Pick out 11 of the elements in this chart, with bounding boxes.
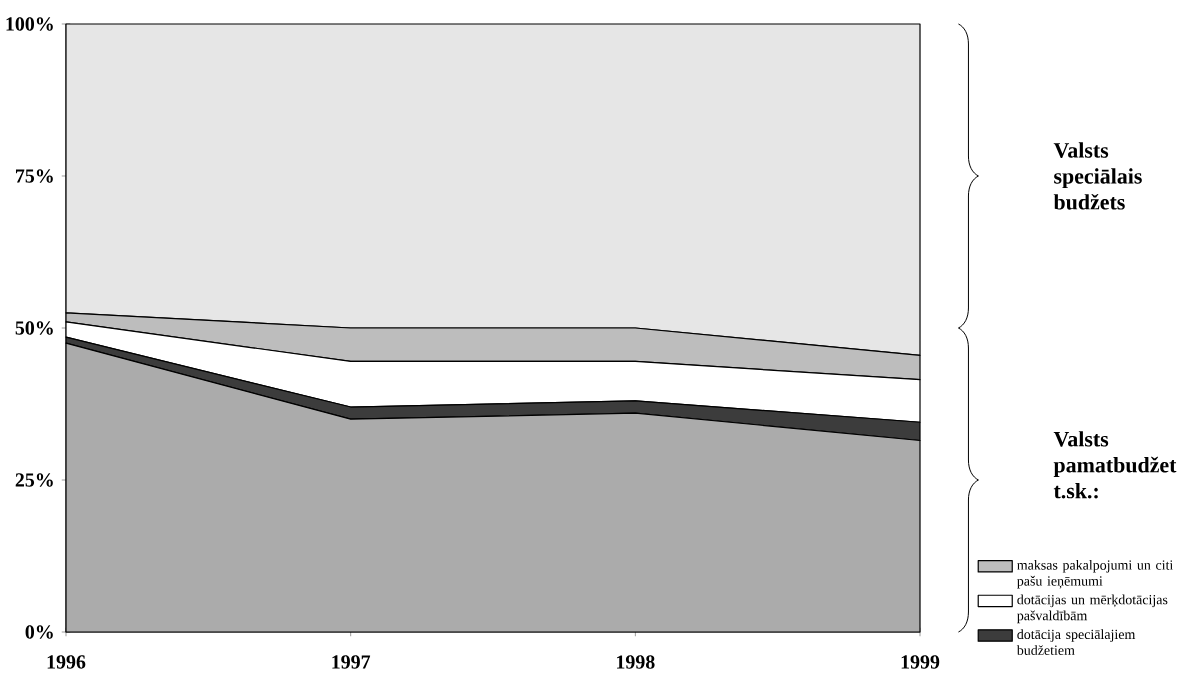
x-tick-label: 1999 <box>901 655 940 669</box>
y-tick-label: 0% <box>25 625 53 639</box>
y-tick-label: 100% <box>6 17 53 31</box>
text: Valsts speciālais budžets <box>1053 142 1142 210</box>
y-tick-label: 75% <box>15 169 53 183</box>
x-tick-label: 1998 <box>617 655 655 669</box>
y-tick-label: 25% <box>15 473 53 487</box>
x-tick-label: 1996 <box>47 655 86 669</box>
x-tick-label: 1997 <box>332 655 371 669</box>
text: Valsts pamatbudžet t.sk.: <box>1053 431 1177 499</box>
y-tick-label: 50% <box>15 321 53 335</box>
